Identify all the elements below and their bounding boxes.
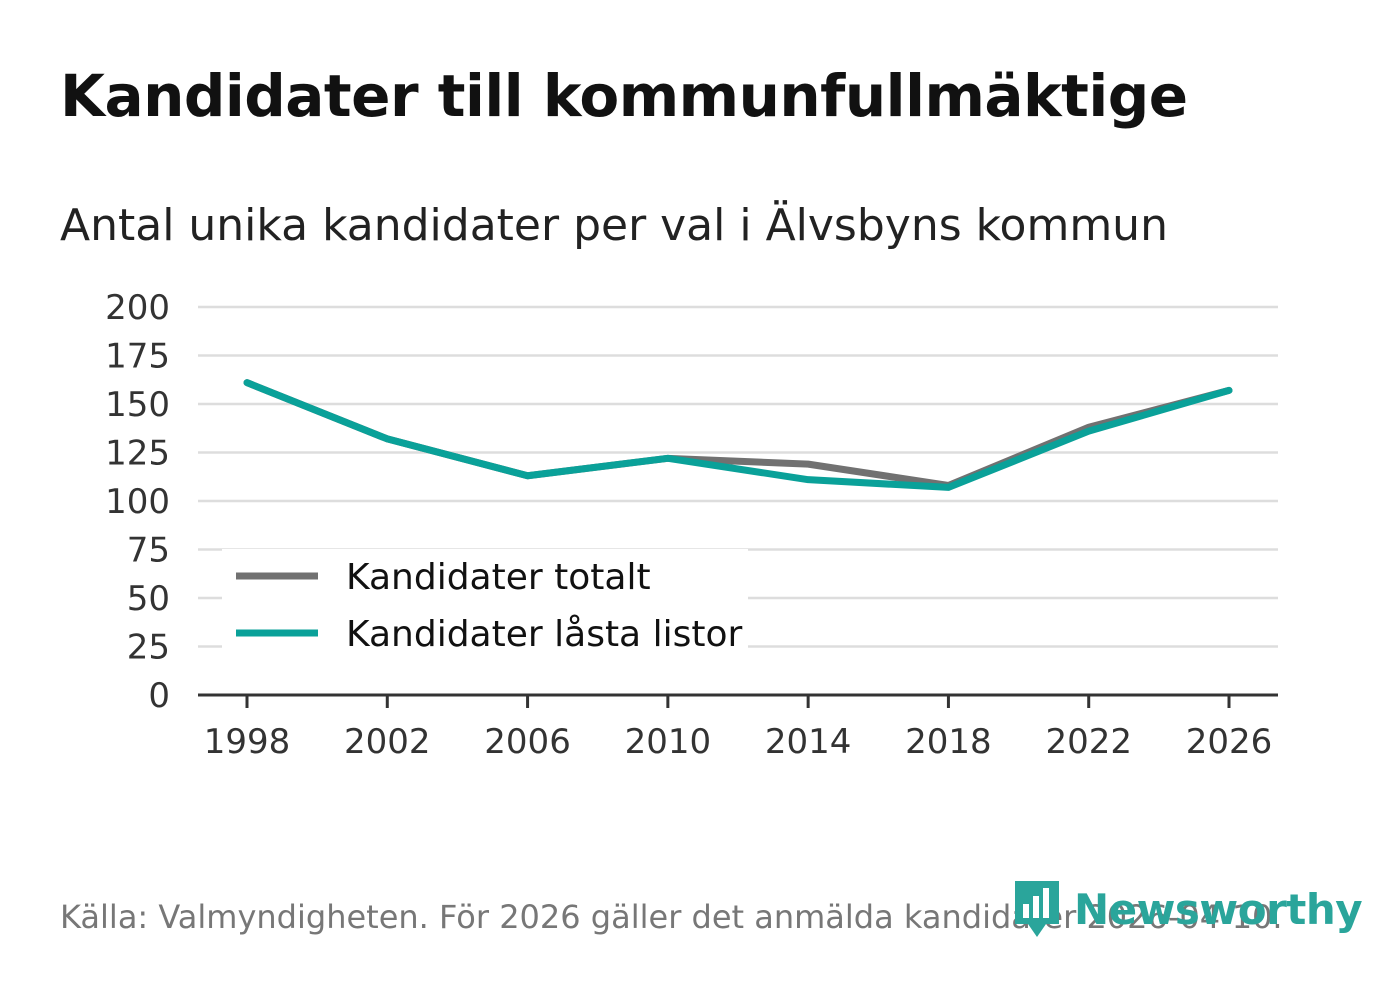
newsworthy-logo-icon: [1015, 881, 1059, 937]
legend-label: Kandidater totalt: [346, 557, 651, 598]
x-tick-label: 2018: [905, 722, 992, 762]
chart-title: Kandidater till kommunfullmäktige: [60, 62, 1188, 130]
x-tick-label: 2006: [484, 722, 571, 762]
y-tick-label: 100: [105, 482, 170, 522]
x-tick-label: 2014: [765, 722, 852, 762]
y-tick-label: 50: [127, 579, 170, 619]
x-tick-label: 2022: [1045, 722, 1132, 762]
y-tick-label: 0: [148, 676, 170, 716]
y-tick-label: 75: [127, 531, 170, 571]
y-tick-label: 150: [105, 385, 170, 425]
chart-subtitle: Antal unika kandidater per val i Älvsbyn…: [60, 200, 1168, 251]
y-tick-label: 175: [105, 337, 170, 377]
series-line-2: [243, 379, 1233, 491]
source-note: Källa: Valmyndigheten. För 2026 gäller d…: [60, 898, 1283, 936]
x-tick-label: 2002: [344, 722, 431, 762]
y-tick-label: 25: [127, 628, 170, 668]
newsworthy-logo: Newsworthy: [1012, 878, 1363, 940]
logo-text: Newsworthy: [1074, 884, 1363, 934]
y-tick-label: 125: [105, 434, 170, 474]
legend-label: Kandidater låsta listor: [346, 614, 742, 655]
y-tick-label: 200: [105, 288, 170, 328]
x-tick-label: 1998: [204, 722, 291, 762]
x-tick-label: 2026: [1186, 722, 1273, 762]
x-tick-label: 2010: [625, 722, 712, 762]
